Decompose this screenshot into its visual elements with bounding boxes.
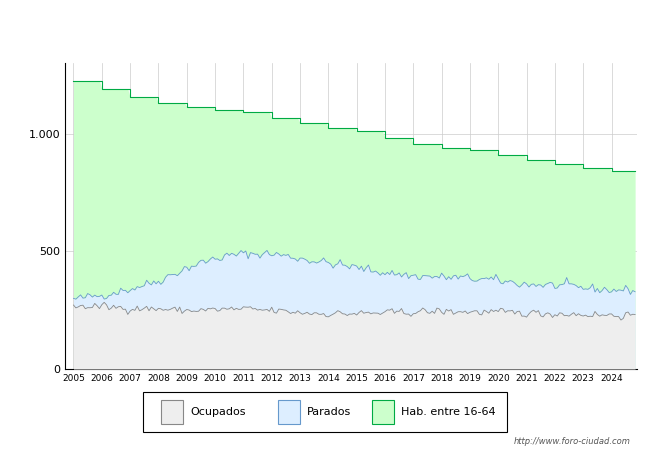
Bar: [372, 400, 394, 424]
Text: Hab. entre 16-64: Hab. entre 16-64: [402, 407, 496, 417]
Bar: [278, 400, 300, 424]
Bar: [161, 400, 183, 424]
Text: http://www.foro-ciudad.com: http://www.foro-ciudad.com: [514, 436, 630, 446]
Text: Madrigal de las Altas Torres - Evolucion de la poblacion en edad de Trabajar Nov: Madrigal de las Altas Torres - Evolucion…: [31, 21, 619, 31]
Text: Ocupados: Ocupados: [190, 407, 246, 417]
Text: Parados: Parados: [307, 407, 351, 417]
